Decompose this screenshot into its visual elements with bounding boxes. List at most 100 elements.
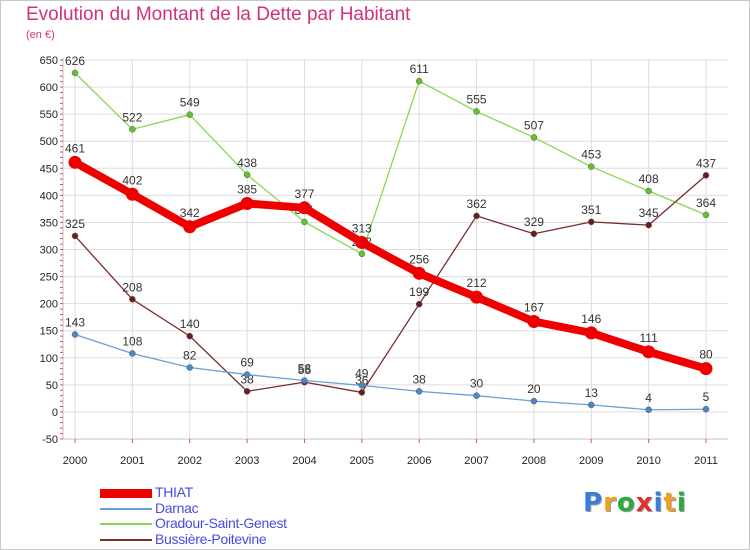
data-label-darnac: 20 [527,382,541,396]
data-point-oradour-saint-genest [530,134,538,141]
data-point-thiat [125,187,139,201]
data-point-thiat [527,315,541,329]
data-point-thiat [584,326,598,340]
series-line-oradour-saint-genest [74,72,707,255]
data-point-thiat [240,196,254,210]
data-label-bussi-re-poitevine: 437 [696,156,716,170]
y-tick-label: 0 [52,407,58,419]
data-label-oradour-saint-genest: 408 [639,172,659,186]
y-tick-label: 350 [40,217,58,229]
data-point-darnac [301,377,308,384]
series-line-darnac [74,333,707,411]
x-tick-label: 2001 [120,455,144,467]
data-point-darnac [415,388,423,395]
data-point-darnac [473,392,480,399]
data-label-thiat: 342 [180,206,200,220]
data-point-oradour-saint-genest [588,163,595,170]
data-label-bussi-re-poitevine: 38 [240,372,254,386]
logo-letter: i [653,488,664,518]
data-label-darnac: 143 [65,316,85,330]
legend-swatch [100,523,152,525]
data-point-oradour-saint-genest [645,187,652,195]
chart-unit-subtitle: (en €) [26,29,55,41]
logo-letter: P [583,488,604,518]
data-point-oradour-saint-genest [301,218,308,226]
data-label-darnac: 13 [585,386,599,400]
data-label-thiat: 146 [581,312,601,326]
data-point-darnac [358,382,366,389]
data-label-thiat: 212 [467,276,487,290]
series-line-thiat [71,158,710,373]
x-tick-label: 2006 [407,455,431,467]
y-tick-label: 50 [46,380,58,392]
data-label-bussi-re-poitevine: 325 [65,217,85,231]
data-label-oradour-saint-genest: 555 [467,92,487,106]
data-point-bussi-re-poitevine [702,172,710,179]
data-label-darnac: 108 [122,334,142,348]
data-label-thiat: 256 [409,252,429,266]
data-label-oradour-saint-genest: 364 [696,196,716,210]
y-tick-label: 450 [40,163,58,175]
data-label-bussi-re-poitevine: 36 [355,373,369,387]
data-point-bussi-re-poitevine [71,232,79,240]
data-point-oradour-saint-genest [186,111,193,118]
y-tick-label: 100 [40,353,58,365]
series-line-bussi-re-poitevine [74,174,707,394]
data-point-thiat [68,155,82,169]
data-label-darnac: 69 [240,356,254,370]
data-point-darnac [588,401,595,409]
y-tick-label: 650 [40,55,58,67]
data-point-thiat [412,266,426,280]
data-label-oradour-saint-genest: 549 [180,96,200,110]
data-point-darnac [645,406,652,414]
x-tick-label: 2009 [579,455,603,467]
data-label-thiat: 377 [294,187,314,201]
logo-letter: t [663,488,677,518]
logo-letter: i [676,488,687,518]
data-label-thiat: 313 [352,221,372,235]
data-label-oradour-saint-genest: 611 [410,62,429,76]
y-tick-label: -50 [42,434,58,446]
legend-label: Bussière-Poitevine [155,530,267,547]
legend-label: Darnac [155,499,199,516]
legend-label: Oradour-Saint-Genest [155,515,287,531]
data-point-oradour-saint-genest [702,211,710,219]
data-point-bussi-re-poitevine [588,218,595,226]
legend-swatch [100,488,152,498]
data-label-darnac: 30 [470,377,484,391]
data-label-darnac: 38 [413,372,427,386]
data-point-bussi-re-poitevine [530,230,538,238]
data-label-oradour-saint-genest: 438 [237,156,257,170]
x-tick-label: 2000 [63,455,87,467]
data-point-bussi-re-poitevine [358,389,366,396]
data-point-oradour-saint-genest [473,108,480,115]
data-label-darnac: 49 [355,366,369,380]
x-tick-label: 2011 [694,455,718,467]
data-point-thiat [699,362,713,376]
data-label-oradour-saint-genest: 522 [122,110,142,124]
data-point-darnac [243,371,251,378]
logo-letter: r [603,488,617,518]
data-label-bussi-re-poitevine: 345 [639,206,659,220]
x-tick-label: 2004 [292,455,316,467]
x-tick-label: 2007 [464,455,488,467]
data-label-darnac: 58 [298,362,312,376]
data-label-thiat: 402 [122,173,142,187]
legend-label: THIAT [155,484,193,500]
y-tick-label: 600 [40,82,58,94]
proxiti-logo: Proxiti [583,488,687,518]
data-point-oradour-saint-genest [71,69,79,77]
data-point-oradour-saint-genest [415,77,423,85]
data-label-bussi-re-poitevine: 208 [122,280,142,294]
data-point-bussi-re-poitevine [415,300,423,308]
y-tick-label: 250 [40,272,58,284]
y-tick-label: 500 [40,136,58,148]
data-point-darnac [702,405,710,413]
legend-swatch [100,507,152,510]
data-point-bussi-re-poitevine [473,212,480,220]
data-label-thiat: 167 [524,301,544,315]
data-label-thiat: 80 [699,348,713,362]
data-label-oradour-saint-genest: 626 [65,54,85,68]
data-point-thiat [183,220,197,234]
x-tick-label: 2003 [235,455,259,467]
